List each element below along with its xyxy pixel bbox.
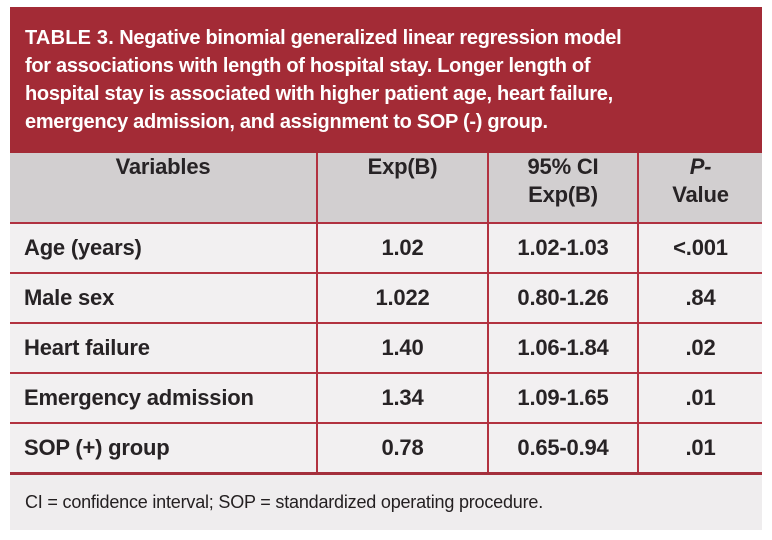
- pvalue-cell: <.001: [637, 223, 762, 273]
- ci-header-line2: Exp(B): [528, 182, 598, 207]
- table-row-sop-group: SOP (+) group 0.78 0.65-0.94 .01: [10, 422, 762, 475]
- column-header-ci: 95% CI Exp(B): [487, 153, 638, 224]
- table-header-row: Variables Exp(B) 95% CI Exp(B) P- Value: [10, 153, 762, 224]
- pvalue-cell: .84: [637, 272, 762, 323]
- variable-cell: Age (years): [10, 223, 317, 273]
- caption-line-1: TABLE 3. Negative binomial generalized l…: [25, 24, 750, 52]
- pvalue-cell: .01: [637, 372, 762, 423]
- table-footnote: CI = confidence interval; SOP = standard…: [10, 475, 762, 530]
- pvalue-header-line1: P-: [689, 154, 712, 179]
- ci-cell: 1.06-1.84: [487, 322, 638, 373]
- table-row-age: Age (years) 1.02 1.02-1.03 <.001: [10, 223, 762, 273]
- column-header-expb: Exp(B): [316, 153, 488, 224]
- table-row-heart-failure: Heart failure 1.40 1.06-1.84 .02: [10, 322, 762, 373]
- expb-cell: 1.02: [316, 223, 488, 273]
- expb-cell: 1.34: [316, 372, 488, 423]
- ci-cell: 0.65-0.94: [487, 422, 638, 475]
- pvalue-header-line2: Value: [672, 182, 729, 207]
- footnote-text: CI = confidence interval; SOP = standard…: [25, 492, 543, 512]
- caption-line-3: hospital stay is associated with higher …: [25, 83, 613, 105]
- caption-line-4: emergency admission, and assignment to S…: [25, 111, 548, 133]
- column-header-variables: Variables: [10, 153, 317, 224]
- ci-cell: 1.09-1.65: [487, 372, 638, 423]
- variable-cell: Male sex: [10, 272, 317, 323]
- variable-cell: Heart failure: [10, 322, 317, 373]
- caption-line-1-text: Negative binomial generalized linear reg…: [119, 27, 622, 49]
- table-number-label: TABLE 3.: [25, 27, 115, 49]
- ci-cell: 1.02-1.03: [487, 223, 638, 273]
- table-row-male-sex: Male sex 1.022 0.80-1.26 .84: [10, 272, 762, 323]
- expb-cell: 1.40: [316, 322, 488, 373]
- variable-cell: Emergency admission: [10, 372, 317, 423]
- expb-cell: 0.78: [316, 422, 488, 475]
- table-caption-banner: TABLE 3. Negative binomial generalized l…: [10, 7, 762, 153]
- column-header-pvalue: P- Value: [637, 153, 762, 224]
- variable-cell: SOP (+) group: [10, 422, 317, 475]
- caption-line-2: for associations with length of hospital…: [25, 55, 591, 77]
- table-figure: TABLE 3. Negative binomial generalized l…: [10, 7, 762, 530]
- pvalue-cell: .02: [637, 322, 762, 373]
- pvalue-cell: .01: [637, 422, 762, 475]
- ci-header-line1: 95% CI: [527, 154, 599, 179]
- expb-cell: 1.022: [316, 272, 488, 323]
- regression-table: Variables Exp(B) 95% CI Exp(B) P- Value Ag…: [10, 153, 762, 475]
- table-row-emergency-admission: Emergency admission 1.34 1.09-1.65 .01: [10, 372, 762, 423]
- ci-cell: 0.80-1.26: [487, 272, 638, 323]
